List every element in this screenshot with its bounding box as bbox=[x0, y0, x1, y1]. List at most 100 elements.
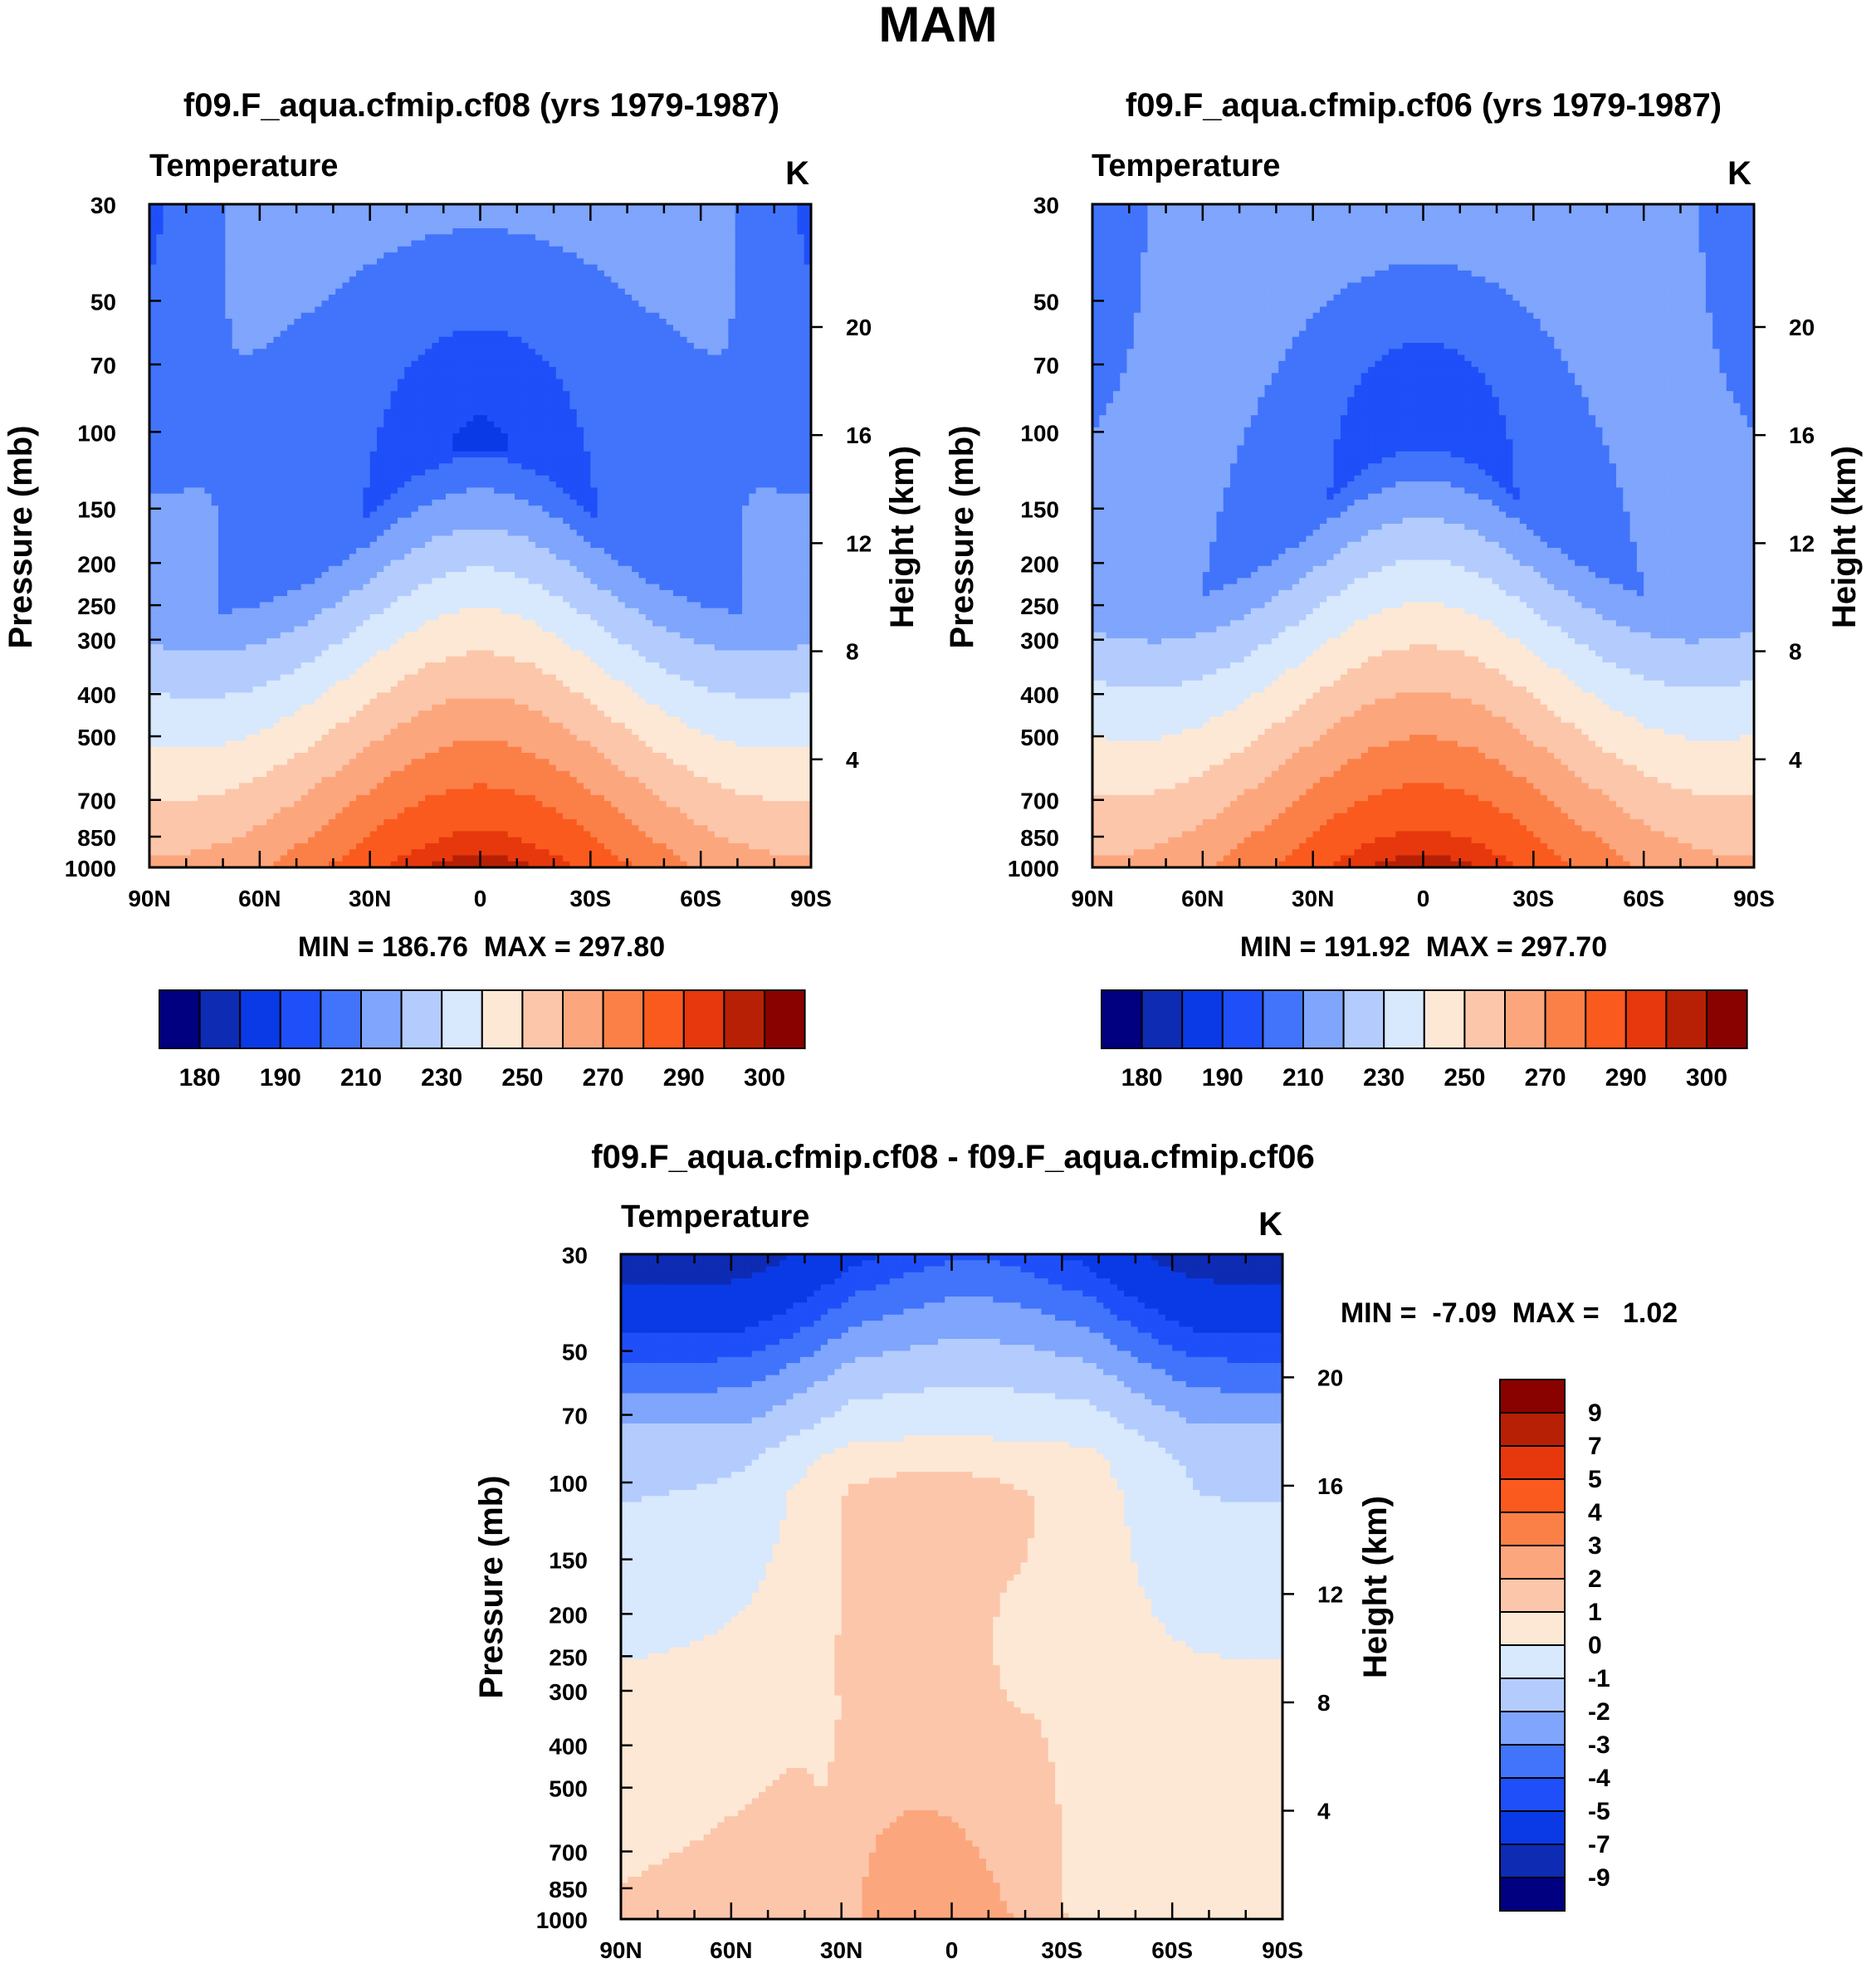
field-cell bbox=[438, 216, 447, 223]
field-cell bbox=[486, 294, 495, 301]
field-cell bbox=[515, 354, 522, 362]
field-cell bbox=[728, 505, 736, 513]
field-cell bbox=[404, 288, 413, 295]
field-cell bbox=[741, 499, 750, 506]
field-cell bbox=[790, 288, 798, 295]
field-cell bbox=[473, 439, 481, 447]
field-cell bbox=[259, 415, 267, 422]
field-cell bbox=[376, 336, 384, 344]
field-cell bbox=[707, 367, 716, 374]
field-cell bbox=[452, 463, 461, 471]
field-cell bbox=[804, 258, 812, 266]
field-cell bbox=[390, 300, 398, 308]
field-cell bbox=[776, 505, 784, 513]
field-cell bbox=[218, 246, 226, 253]
field-cell bbox=[701, 439, 709, 447]
field-cell bbox=[521, 343, 530, 349]
field-cell bbox=[198, 384, 206, 392]
field-cell bbox=[307, 475, 315, 482]
field-cell bbox=[632, 349, 640, 356]
field-cell bbox=[680, 204, 688, 211]
field-cell bbox=[349, 373, 357, 380]
field-cell bbox=[466, 264, 474, 271]
field-cell bbox=[542, 499, 550, 506]
field-cell bbox=[693, 391, 701, 398]
field-cell bbox=[342, 288, 350, 295]
field-cell bbox=[797, 319, 805, 325]
field-cell bbox=[156, 319, 164, 325]
field-cell bbox=[342, 240, 350, 247]
field-cell bbox=[735, 228, 743, 235]
field-cell bbox=[741, 210, 750, 217]
field-cell bbox=[356, 330, 364, 338]
field-cell bbox=[590, 457, 598, 464]
field-cell bbox=[218, 384, 226, 392]
field-cell bbox=[728, 343, 736, 349]
field-cell bbox=[590, 246, 598, 253]
field-cell bbox=[584, 360, 591, 368]
field-cell bbox=[397, 373, 405, 380]
field-cell bbox=[190, 306, 198, 314]
field-cell bbox=[735, 397, 743, 404]
field-cell bbox=[528, 264, 536, 271]
field-cell bbox=[376, 451, 384, 458]
field-cell bbox=[741, 445, 750, 452]
field-cell bbox=[790, 300, 798, 308]
field-cell bbox=[555, 325, 564, 332]
field-cell bbox=[232, 360, 240, 368]
field-cell bbox=[315, 445, 323, 452]
field-cell bbox=[473, 397, 481, 404]
field-cell bbox=[198, 481, 206, 488]
field-cell bbox=[204, 240, 213, 247]
field-cell bbox=[804, 270, 812, 277]
field-cell bbox=[528, 336, 536, 344]
field-cell bbox=[156, 433, 164, 440]
field-cell bbox=[501, 451, 509, 458]
field-cell bbox=[618, 349, 626, 356]
field-cell bbox=[211, 475, 219, 482]
field-cell bbox=[259, 469, 267, 476]
field-cell bbox=[624, 319, 633, 325]
field-cell bbox=[515, 312, 522, 320]
field-cell bbox=[280, 408, 288, 416]
field-cell bbox=[603, 457, 612, 464]
field-cell bbox=[177, 282, 185, 290]
field-cell bbox=[321, 367, 330, 374]
field-cell bbox=[584, 306, 591, 314]
field-cell bbox=[762, 282, 770, 290]
field-cell bbox=[349, 325, 357, 332]
field-cell bbox=[735, 258, 743, 266]
field-cell bbox=[645, 469, 653, 476]
field-cell bbox=[521, 246, 530, 253]
field-cell bbox=[252, 397, 261, 404]
field-cell bbox=[225, 240, 233, 247]
field-cell bbox=[307, 469, 315, 476]
field-cell bbox=[762, 319, 770, 325]
field-cell bbox=[603, 312, 612, 320]
field-cell bbox=[404, 481, 413, 488]
field-cell bbox=[501, 336, 509, 344]
field-cell bbox=[335, 433, 344, 440]
field-cell bbox=[273, 210, 281, 217]
field-cell bbox=[183, 487, 192, 495]
field-cell bbox=[645, 246, 653, 253]
field-cell bbox=[666, 415, 674, 422]
field-cell bbox=[507, 270, 515, 277]
field-cell bbox=[204, 306, 213, 314]
field-cell bbox=[790, 252, 798, 259]
field-cell bbox=[666, 306, 674, 314]
field-cell bbox=[349, 306, 357, 314]
field-cell bbox=[211, 493, 219, 501]
field-cell bbox=[652, 210, 660, 217]
field-cell bbox=[204, 487, 213, 495]
field-cell bbox=[459, 246, 467, 253]
field-cell bbox=[376, 234, 384, 242]
field-cell bbox=[459, 252, 467, 259]
field-cell bbox=[211, 246, 219, 253]
field-cell bbox=[266, 330, 275, 338]
field-cell bbox=[707, 397, 716, 404]
field-cell bbox=[632, 397, 640, 404]
field-cell bbox=[273, 288, 281, 295]
field-cell bbox=[507, 499, 515, 506]
field-cell bbox=[603, 276, 612, 284]
